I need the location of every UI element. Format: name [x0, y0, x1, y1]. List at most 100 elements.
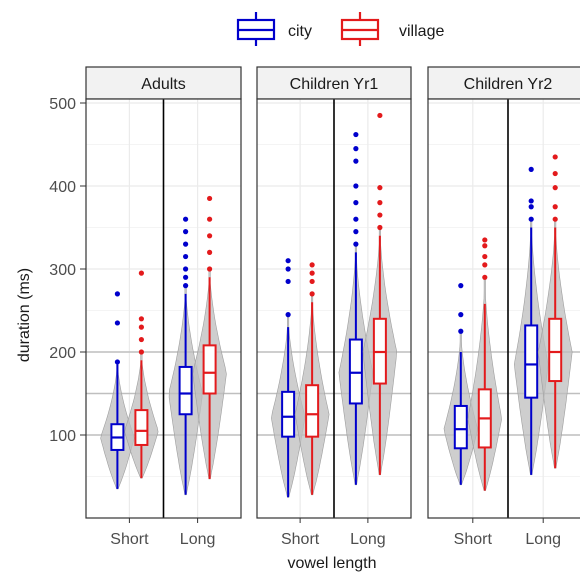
violin-box-village-short	[124, 270, 159, 479]
outlier-point	[377, 185, 383, 191]
outlier-point	[353, 216, 359, 222]
y-axis-title: duration (ms)	[16, 268, 33, 362]
outlier-point	[458, 283, 464, 289]
violin-box-village-short	[467, 237, 502, 491]
outlier-point	[482, 274, 488, 280]
outlier-point	[285, 312, 291, 318]
facet-panel: Children Yr2 Short Long	[427, 66, 580, 548]
legend: city village	[236, 12, 444, 46]
y-tick-label: 400	[49, 179, 76, 196]
outlier-point	[528, 166, 534, 172]
outlier-point	[207, 195, 213, 202]
outlier-point	[552, 204, 558, 210]
outlier-point	[552, 154, 558, 160]
outlier-point	[482, 243, 488, 249]
outlier-point	[482, 237, 488, 243]
x-tick-label: Short	[281, 531, 320, 548]
outlier-point	[377, 224, 383, 231]
outlier-point	[138, 349, 144, 355]
facet-strip	[256, 66, 412, 100]
outlier-point	[138, 316, 144, 322]
outlier-point	[353, 158, 359, 164]
outlier-point	[183, 241, 189, 247]
outlier-point	[353, 241, 359, 247]
outlier-point	[183, 253, 189, 260]
outlier-point	[183, 274, 189, 280]
outlier-point	[309, 270, 315, 276]
panel-border	[256, 98, 412, 519]
outlier-point	[482, 253, 488, 260]
violin-box-village-long	[537, 154, 573, 469]
box	[348, 338, 363, 405]
outlier-point	[183, 216, 189, 222]
outlier-point	[183, 266, 189, 272]
panel-border	[427, 98, 580, 519]
outlier-point	[114, 320, 120, 326]
outlier-point	[353, 229, 359, 235]
y-tick-label: 500	[49, 96, 76, 113]
x-tick-label: Short	[454, 531, 493, 548]
outlier-point	[353, 183, 359, 189]
outlier-point	[482, 262, 488, 268]
x-tick-label: Short	[110, 531, 149, 548]
box	[453, 404, 468, 450]
y-axis: 100 200 300 400 500	[49, 96, 86, 445]
violin-box-village-long	[192, 195, 227, 480]
violin-box-city-long	[513, 166, 549, 476]
box	[134, 409, 149, 446]
panel-border	[85, 98, 242, 519]
outlier-point	[183, 283, 189, 289]
box	[178, 365, 193, 416]
outlier-point	[528, 204, 534, 210]
outlier-point	[285, 266, 291, 272]
outlier-point	[458, 328, 464, 334]
violin-box-city-long	[168, 216, 203, 496]
legend-label-village: village	[399, 23, 444, 40]
facet-plot-area	[86, 99, 241, 518]
box	[281, 390, 296, 438]
outlier-point	[138, 324, 144, 330]
violin-box-village-short	[294, 262, 330, 496]
box	[202, 344, 217, 395]
outlier-point	[377, 212, 383, 218]
outlier-point	[114, 359, 120, 365]
facet-plot-area	[257, 99, 411, 518]
outlier-point	[207, 249, 213, 255]
violin-box-city-short	[100, 291, 135, 490]
outlier-point	[353, 200, 359, 206]
facet-strip-label: Adults	[141, 76, 185, 93]
box	[524, 324, 539, 399]
outlier-point	[353, 131, 359, 138]
outlier-point	[138, 270, 144, 276]
x-tick-label: Long	[350, 531, 386, 548]
facet-strip-label: Children Yr2	[464, 76, 553, 93]
facet-strip	[85, 66, 242, 100]
outlier-point	[458, 312, 464, 318]
y-tick-label: 200	[49, 345, 76, 362]
outlier-point	[552, 216, 558, 222]
outlier-point	[528, 216, 534, 222]
outlier-point	[183, 229, 189, 235]
outlier-point	[285, 278, 291, 285]
x-tick-label: Long	[180, 531, 216, 548]
outlier-point	[552, 185, 558, 191]
outlier-point	[353, 146, 359, 152]
box	[305, 384, 320, 438]
facet-panel: Adults Short Long	[85, 66, 242, 548]
violin-box-city-short	[271, 258, 306, 498]
y-tick-label: 100	[49, 428, 76, 445]
x-axis-title: vowel length	[288, 555, 377, 572]
violin-box-city-long	[338, 131, 374, 486]
outlier-point	[528, 198, 534, 204]
outlier-point	[207, 266, 213, 272]
legend-key-city	[236, 12, 276, 46]
legend-label-city: city	[288, 23, 312, 40]
outlier-point	[207, 216, 213, 222]
violin-box-village-long	[362, 112, 398, 476]
y-tick-label: 300	[49, 262, 76, 279]
outlier-point	[552, 170, 558, 177]
outlier-point	[309, 278, 315, 285]
box	[548, 317, 563, 383]
legend-key-village	[340, 12, 380, 46]
